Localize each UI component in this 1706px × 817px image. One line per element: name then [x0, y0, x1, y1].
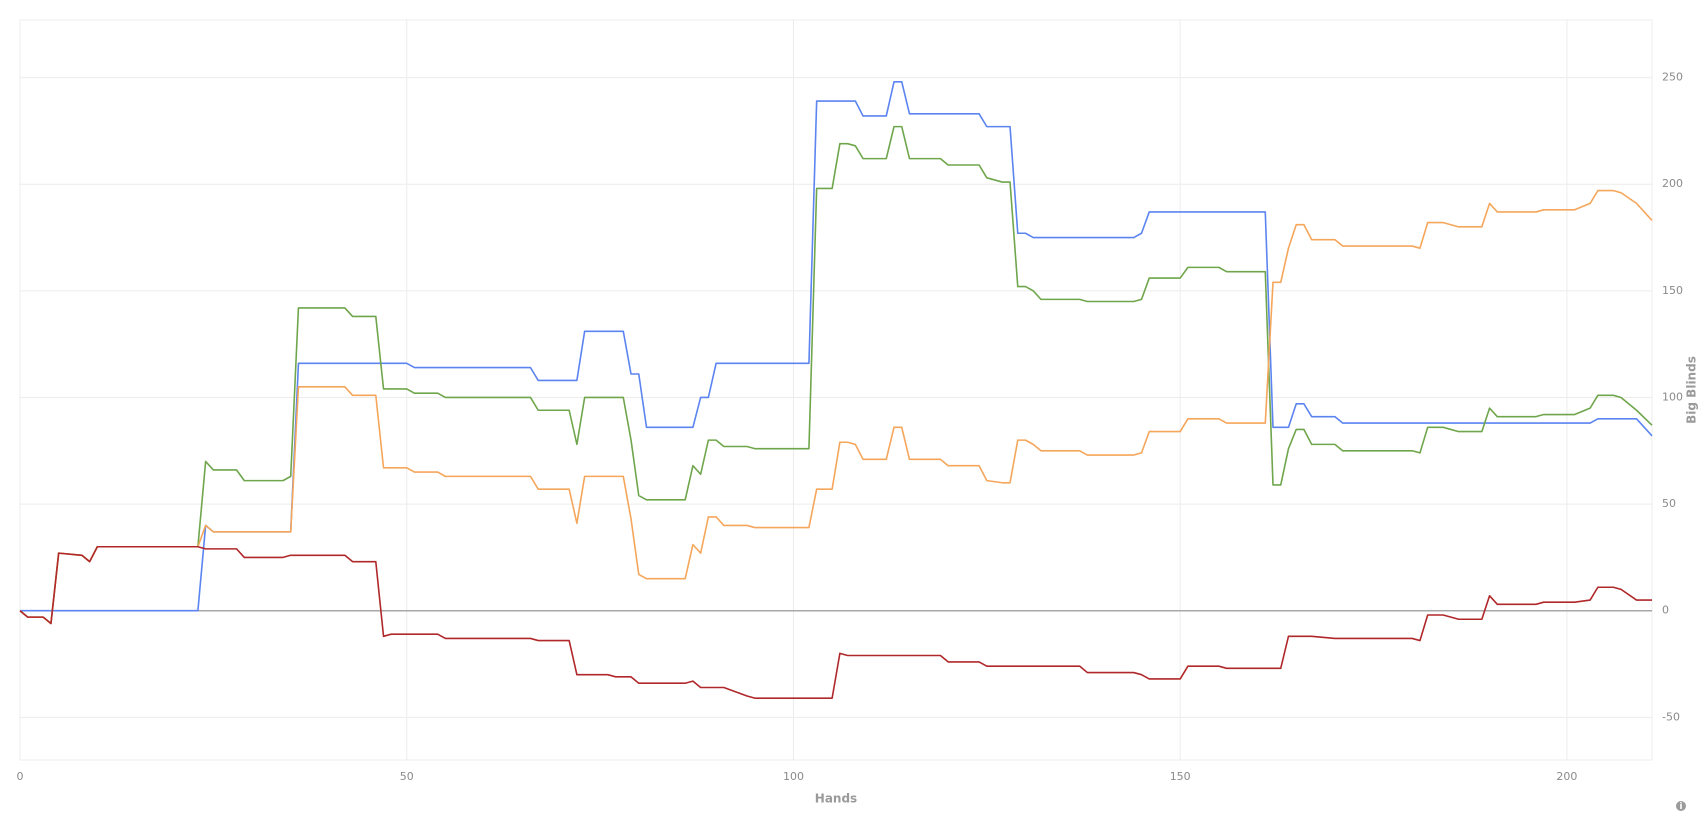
x-tick-label: 50	[400, 770, 414, 783]
x-axis-title: Hands	[815, 792, 857, 806]
y-tick-label: -50	[1662, 710, 1680, 723]
y-tick-label: 150	[1662, 284, 1683, 297]
y-tick-label: 250	[1662, 71, 1683, 84]
y-axis-title: Big Blinds	[1685, 356, 1699, 424]
series-line	[19, 545, 1652, 699]
x-tick-label: 100	[783, 770, 804, 783]
y-tick-label: 100	[1662, 390, 1683, 403]
y-tick-label: 50	[1662, 497, 1676, 510]
x-tick-label: 200	[1556, 770, 1577, 783]
y-tick-label: 200	[1662, 177, 1683, 190]
plot-area	[19, 19, 1653, 761]
x-tick-label: 150	[1170, 770, 1191, 783]
series-line	[19, 189, 1653, 625]
series-line	[19, 125, 1653, 625]
y-tick-label: 0	[1662, 604, 1669, 617]
info-icon[interactable]	[1676, 801, 1686, 811]
series-line	[20, 81, 1653, 612]
x-tick-label: 0	[17, 770, 24, 783]
